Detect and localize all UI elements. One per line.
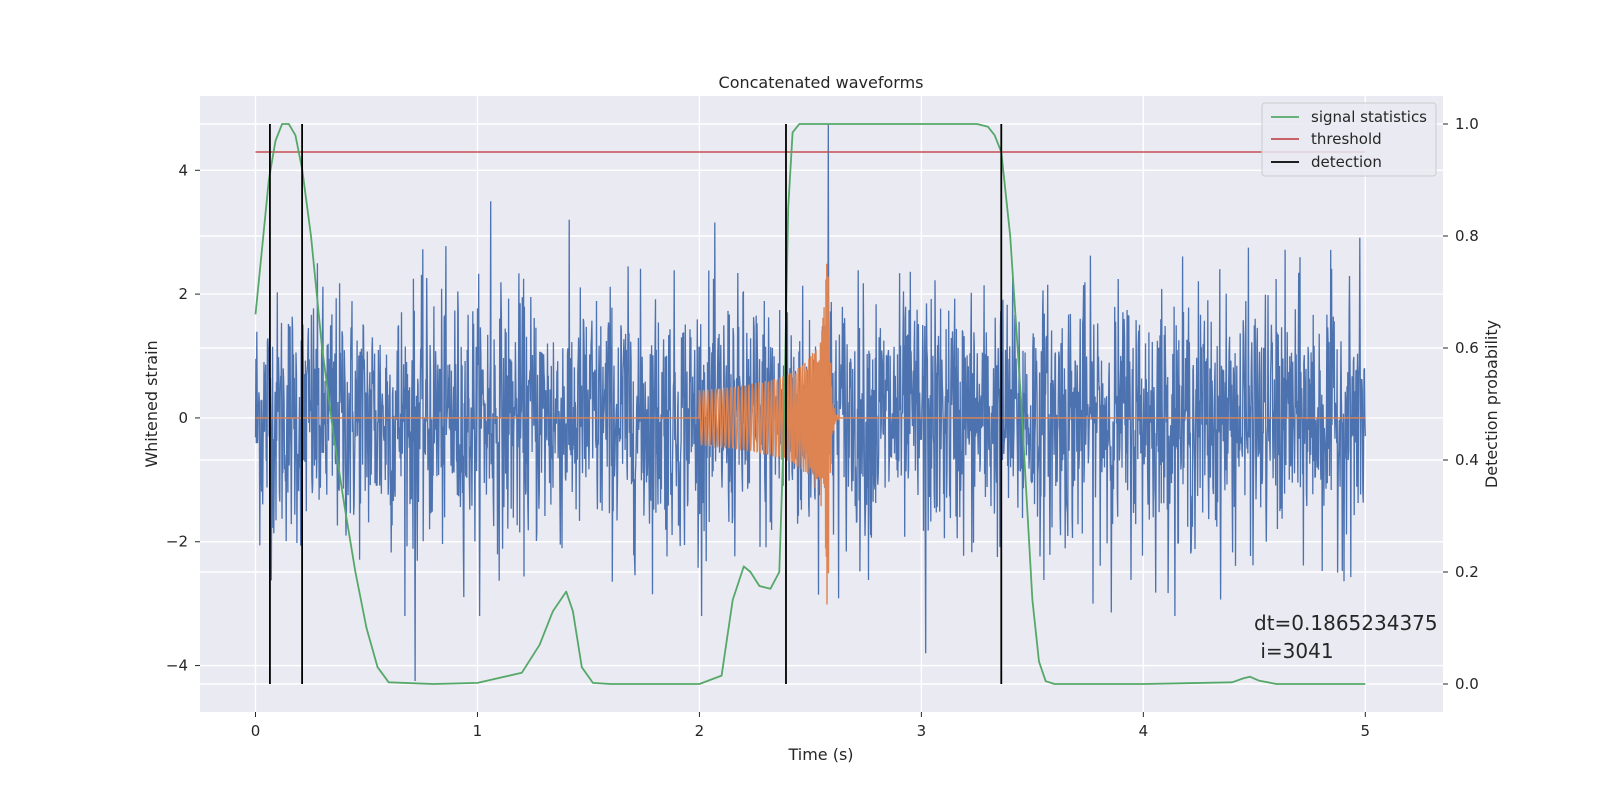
ticks: 0 1 2 3 4 5 −4 −2 0 2 4 0.0 0.2 0.4 0.6 0.8 1.0 — [166, 115, 1479, 740]
y-right-tick-label: 0.8 — [1455, 227, 1479, 245]
x-tick-label: 0 — [251, 722, 261, 740]
y-right-tick-label: 1.0 — [1455, 115, 1479, 133]
legend-label-detection: detection — [1311, 153, 1382, 171]
chart-title: Concatenated waveforms — [719, 73, 924, 92]
y-tick-label: 0 — [178, 409, 188, 427]
y-tick-label: 2 — [178, 285, 188, 303]
y-right-tick-label: 0.6 — [1455, 339, 1479, 357]
series-layer — [254, 123, 1366, 685]
x-tick-label: 5 — [1361, 722, 1371, 740]
y-axis-label: Whitened strain — [142, 340, 161, 467]
y-right-tick-label: 0.2 — [1455, 563, 1479, 581]
x-tick-label: 3 — [917, 722, 927, 740]
y-tick-label: −4 — [166, 657, 188, 675]
y-tick-label: 4 — [178, 161, 188, 179]
signal-statistics-line — [254, 123, 1366, 685]
y-right-tick-label: 0.0 — [1455, 675, 1479, 693]
y-right-tick-label: 0.4 — [1455, 451, 1479, 469]
legend-label-signal-statistics: signal statistics — [1311, 108, 1427, 126]
x-tick-label: 2 — [695, 722, 705, 740]
legend-box — [1261, 102, 1437, 177]
y-tick-label: −2 — [166, 533, 188, 551]
annotation-index: i=3041 — [1254, 639, 1334, 663]
x-tick-label: 4 — [1139, 722, 1149, 740]
x-axis-label: Time (s) — [787, 745, 853, 764]
injected-signal-line — [255, 263, 1366, 605]
annotation-dt: dt=0.1865234375 — [1254, 611, 1438, 635]
legend: signal statistics threshold detection — [1261, 102, 1437, 177]
legend-label-threshold: threshold — [1311, 130, 1382, 148]
x-tick-label: 1 — [473, 722, 483, 740]
y-axis-label-right: Detection probability — [1482, 320, 1501, 488]
